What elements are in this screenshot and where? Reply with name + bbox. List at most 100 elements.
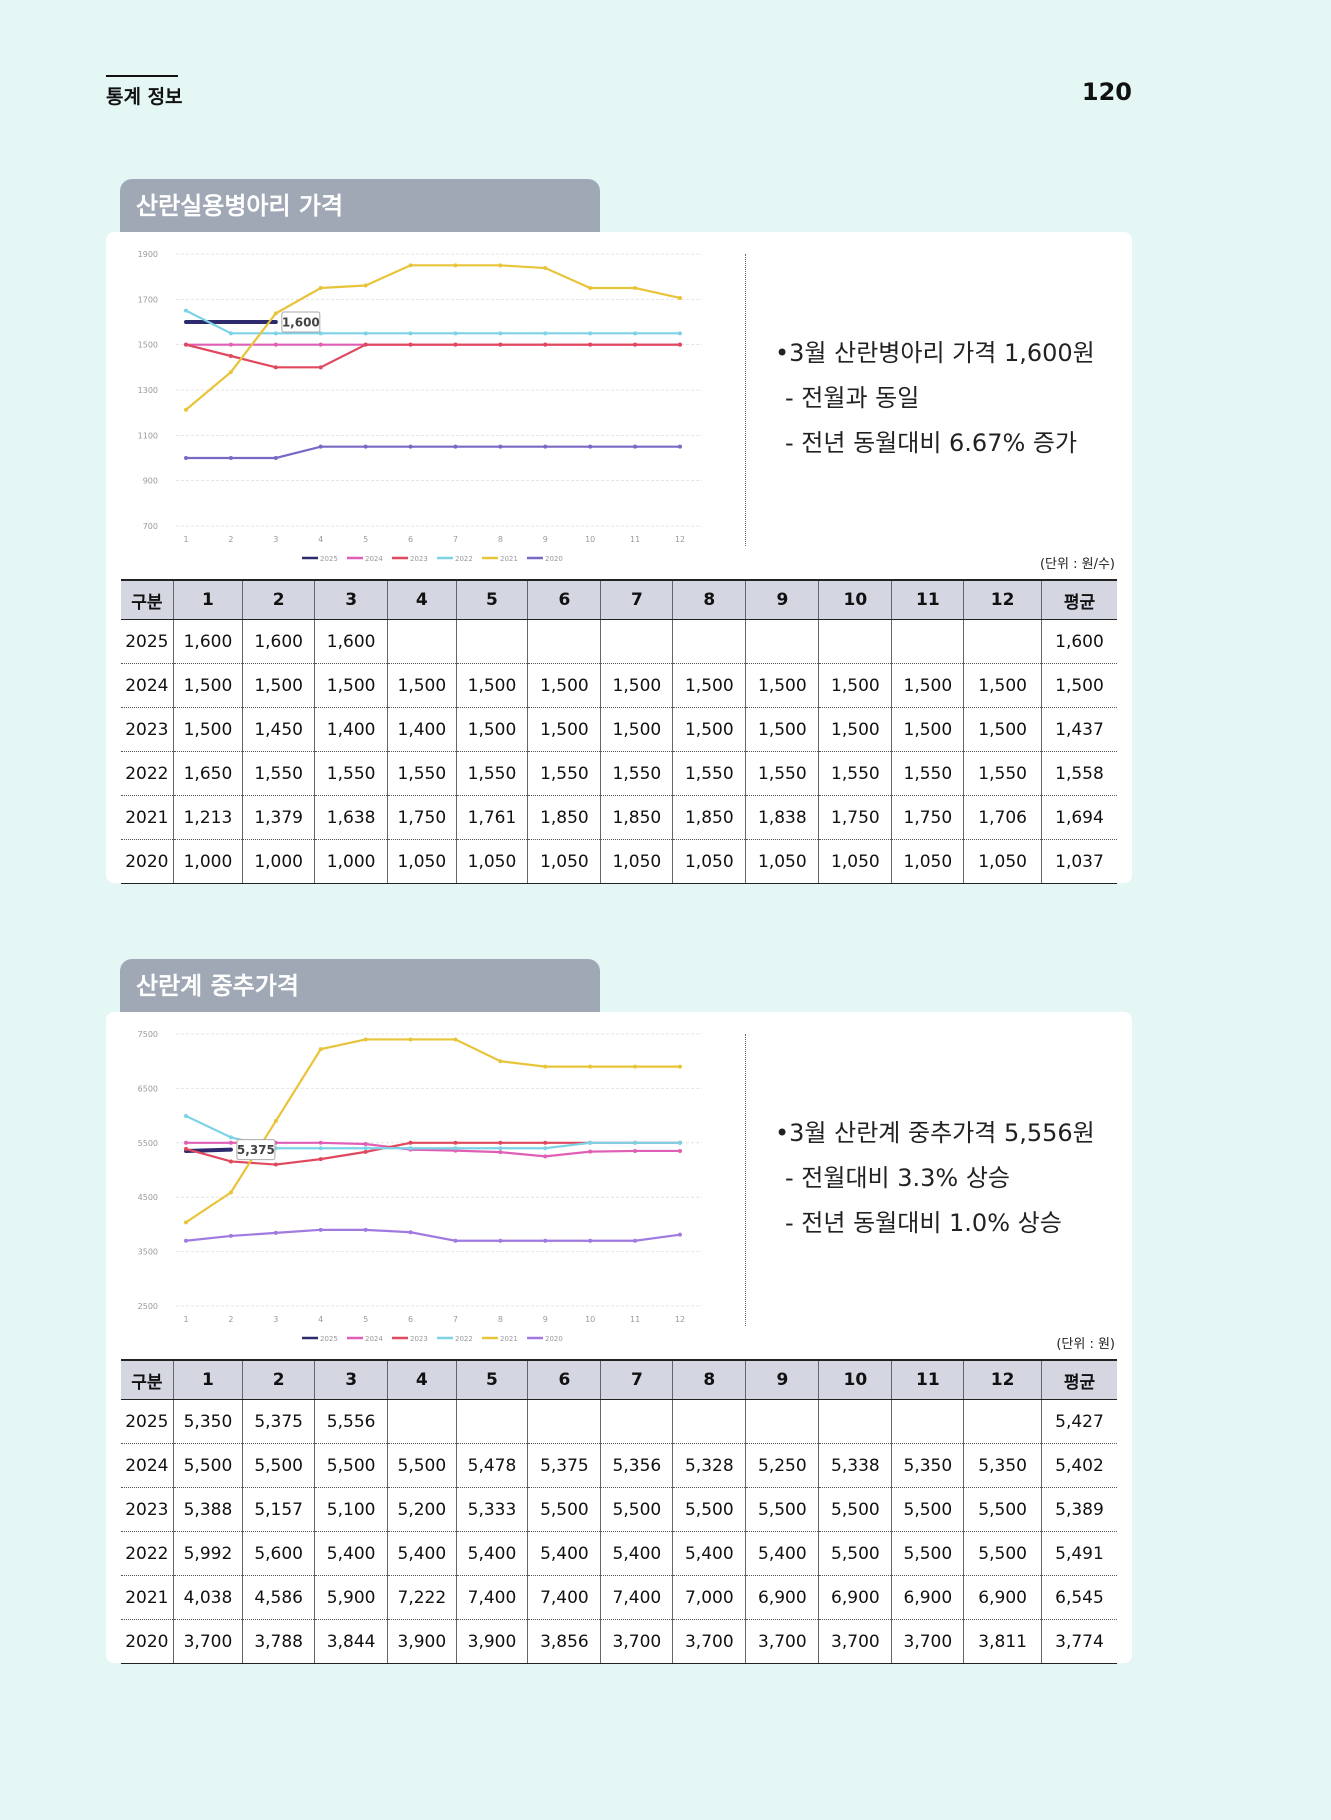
table-cell: 5,400 [527, 1531, 601, 1576]
table-cell: 5,375 [527, 1443, 601, 1488]
table-cell: 1,550 [387, 751, 457, 796]
table-cell: 4,586 [242, 1575, 315, 1620]
data-point [498, 1150, 503, 1155]
table-cell: 5,500 [600, 1487, 673, 1532]
table-cell: 2022 [121, 1531, 174, 1576]
table-cell: 1,500 [818, 707, 892, 752]
table-cell: 3,774 [1040, 1619, 1117, 1664]
data-point [543, 1064, 548, 1069]
annotation-box [281, 311, 321, 333]
data-point [633, 1148, 638, 1153]
table-cell: 3,700 [818, 1619, 892, 1664]
data-point [543, 331, 548, 336]
data-point [408, 263, 413, 268]
header-cell: 7 [600, 579, 673, 620]
table-cell: 3,700 [600, 1619, 673, 1664]
table-cell: 7,000 [672, 1575, 746, 1620]
table-cell: 5,250 [745, 1443, 819, 1488]
table-cell [818, 1399, 892, 1444]
table-cell: 1,500 [891, 663, 964, 708]
table-cell: 1,838 [745, 795, 819, 840]
x-tick-label: 10 [585, 1315, 595, 1324]
table-cell: 1,050 [600, 839, 673, 884]
table-cell: 3,900 [455, 1619, 528, 1664]
header-cell: 2 [242, 579, 315, 620]
table-cell: 7,400 [527, 1575, 601, 1620]
table-row: 2021 4,038 4,586 5,900 7,222 7,400 7,400 7,400 7… [121, 1575, 1117, 1620]
data-point [588, 1140, 593, 1145]
header-cell: 구분 [121, 1359, 174, 1400]
header-cell: 평균 [1040, 1359, 1117, 1400]
table-cell: 5,388 [172, 1487, 243, 1532]
table-cell: 2025 [121, 1399, 174, 1444]
table-cell: 1,500 [1040, 663, 1117, 708]
data-point [363, 342, 368, 347]
header-cell: 10 [818, 579, 892, 620]
table-cell: 2025 [121, 619, 174, 664]
data-point [543, 266, 548, 271]
data-point [228, 342, 233, 347]
table-cell: 3,844 [314, 1619, 388, 1664]
table-row: 2025 1,600 1,600 1,600 1,600 [121, 619, 1117, 664]
table-cell: 5,350 [891, 1443, 964, 1488]
data-point [184, 1146, 188, 1151]
table-cell: 1,000 [242, 839, 315, 884]
table-cell: 2022 [121, 751, 174, 796]
data-point [318, 1047, 323, 1052]
data-point [318, 286, 323, 290]
data-point [273, 311, 278, 316]
table-cell: 1,050 [387, 839, 457, 884]
data-point [408, 331, 413, 336]
header-cell: 3 [314, 1359, 388, 1400]
table-cell [672, 1399, 746, 1444]
table-cell: 5,100 [314, 1487, 388, 1532]
note-line: - 전년 동월대비 1.0% 상승 [785, 1209, 1062, 1237]
data-point [273, 1119, 278, 1124]
x-tick-label: 11 [630, 1315, 640, 1324]
table-cell: 1,500 [172, 663, 243, 708]
table-cell: 1,500 [527, 707, 601, 752]
table-cell: 5,350 [172, 1399, 243, 1444]
legend-label: 2025 [320, 1335, 338, 1342]
table-cell: 5,356 [600, 1443, 673, 1488]
data-point [588, 342, 593, 347]
table-cell: 5,600 [242, 1531, 315, 1576]
header-cell: 5 [455, 579, 528, 620]
table-cell [455, 1399, 528, 1444]
table-cell [527, 1399, 601, 1444]
data-point [678, 331, 682, 336]
table-cell: 1,050 [527, 839, 601, 884]
table-cell: 5,500 [891, 1487, 964, 1532]
legend-label: 2021 [500, 555, 518, 562]
data-point [633, 342, 638, 347]
table-cell: 1,050 [891, 839, 964, 884]
data-point [633, 1140, 638, 1145]
legend-label: 2020 [545, 555, 563, 562]
data-point [363, 331, 368, 336]
header-cell: 5 [455, 1359, 528, 1400]
table-cell: 2024 [121, 663, 174, 708]
table-cell: 3,856 [527, 1619, 601, 1664]
data-point [318, 331, 323, 336]
data-point [453, 1037, 458, 1042]
table-cell: 1,550 [745, 751, 819, 796]
x-tick-label: 6 [408, 535, 413, 544]
table-row: 2022 1,650 1,550 1,550 1,550 1,550 1,550 1,550 1… [121, 751, 1117, 796]
data-point [184, 342, 188, 347]
data-point [408, 1146, 413, 1151]
table-cell [527, 619, 601, 664]
table-cell: 1,550 [891, 751, 964, 796]
table-cell: 1,750 [818, 795, 892, 840]
data-point [678, 1140, 682, 1145]
x-tick-label: 7 [453, 1315, 458, 1324]
table-row: 2025 5,350 5,375 5,556 5,427 [121, 1399, 1117, 1444]
data-point [228, 354, 233, 358]
table-cell: 1,050 [745, 839, 819, 884]
header-cell: 8 [672, 579, 746, 620]
data-point [273, 342, 278, 347]
data-point [228, 320, 233, 324]
table-cell: 5,500 [672, 1487, 746, 1532]
table-cell: 5,500 [172, 1443, 243, 1488]
table-cell: 5,500 [242, 1443, 315, 1488]
table-cell: 5,500 [314, 1443, 388, 1488]
